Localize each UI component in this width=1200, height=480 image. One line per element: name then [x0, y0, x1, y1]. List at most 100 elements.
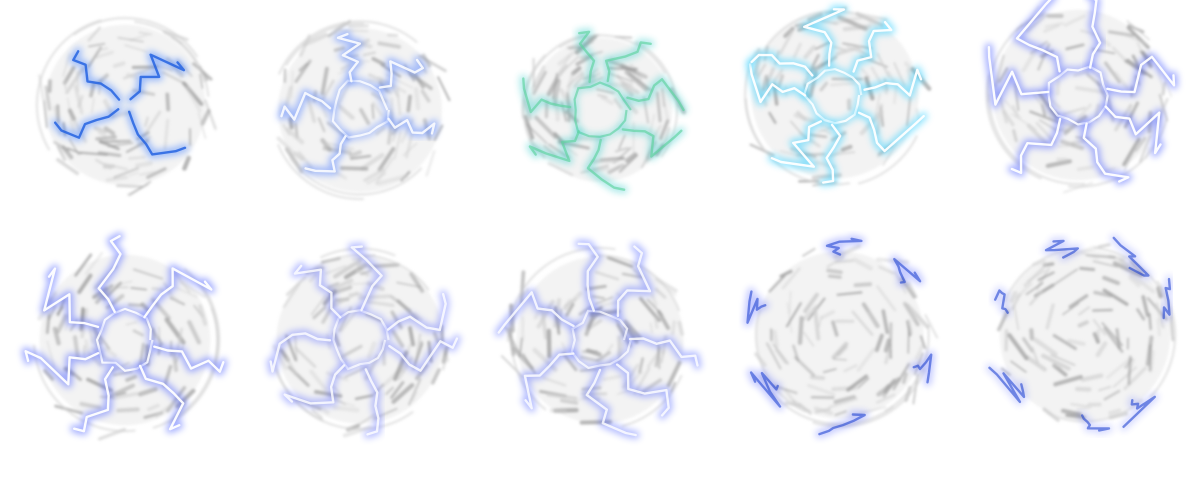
- lightning-bolt: [618, 125, 686, 161]
- sprite-frame-5: [968, 0, 1188, 205]
- lightning-bolt: [1159, 275, 1174, 322]
- lightning-bolt: [583, 136, 629, 194]
- lightning-bolt: [855, 108, 928, 155]
- lightning-bolt: [623, 75, 688, 114]
- lightning-bolts: [266, 242, 461, 439]
- lightning-bolts: [985, 233, 1174, 435]
- lightning-bolts: [519, 27, 688, 194]
- lightning-bolt: [626, 334, 702, 370]
- lightning-bolt: [40, 264, 102, 331]
- sprite-frame-7: [250, 230, 470, 450]
- lightning-bolt: [1119, 392, 1159, 431]
- lightning-bolt: [277, 89, 335, 124]
- lightning-bolts: [277, 30, 439, 176]
- lightning-bolt: [890, 255, 925, 287]
- lightning-bolt: [1109, 233, 1153, 280]
- storm-cloud: [754, 244, 939, 428]
- sprite-frame-2: [250, 0, 470, 220]
- lightning-bolt: [375, 56, 427, 92]
- storm-frame-5-graphic: [984, 0, 1178, 194]
- lightning-bolt: [334, 30, 364, 86]
- sprite-frame-4: [725, 0, 945, 205]
- lightning-bolt: [126, 50, 188, 104]
- lightning-bolt: [361, 365, 383, 439]
- storm-frame-1-graphic: [35, 17, 217, 197]
- lightning-bolt: [800, 5, 848, 70]
- lightning-bolt: [985, 363, 1028, 406]
- lightning-bolt: [290, 261, 345, 322]
- lightning-bolt: [150, 342, 228, 376]
- storm-frame-10-graphic: [985, 233, 1177, 435]
- lightning-bolt: [525, 127, 583, 165]
- lightning-bolt: [909, 350, 936, 387]
- lightning-bolt: [384, 290, 450, 334]
- lightning-bolt: [849, 18, 896, 76]
- lightning-bolt: [602, 38, 655, 85]
- energy-ring: [329, 77, 393, 142]
- storm-cloud: [521, 33, 687, 182]
- storm-cloud: [997, 243, 1177, 423]
- storm-cloud: [985, 5, 1173, 194]
- lightning-bolt: [385, 334, 461, 375]
- lightning-bolts: [984, 0, 1178, 186]
- lightning-bolts: [494, 239, 702, 439]
- lightning-bolt: [69, 47, 124, 104]
- lightning-bolt: [1101, 102, 1165, 157]
- lightning-bolt: [94, 232, 125, 316]
- lightning-bolt: [860, 65, 925, 100]
- lightning-bolt: [384, 114, 439, 138]
- lightning-bolt: [575, 27, 598, 86]
- sprite-frame-6: [15, 230, 235, 450]
- lightning-bolt: [743, 287, 770, 327]
- storm-frame-8-graphic: [494, 239, 702, 439]
- lightning-bolt: [823, 234, 866, 259]
- lightning-bolt: [746, 60, 809, 106]
- sprite-frame-9: [730, 225, 950, 445]
- lightning-bolt: [1079, 119, 1133, 186]
- lightning-bolt: [280, 361, 349, 408]
- energy-ring: [567, 307, 635, 372]
- lightning-bolt: [519, 74, 575, 116]
- lightning-bolt: [70, 363, 117, 436]
- storm-cloud: [35, 17, 217, 197]
- lightning-bolts: [743, 234, 936, 439]
- sprite-frame-10: [975, 225, 1195, 445]
- lightning-bolt: [1078, 411, 1113, 435]
- lightning-bolt: [140, 264, 216, 322]
- storm-frame-6-graphic: [21, 232, 228, 441]
- storm-frame-3-graphic: [519, 27, 688, 194]
- lightning-bolt: [574, 239, 602, 315]
- storm-frame-2-graphic: [276, 20, 451, 200]
- sprite-frame-8: [490, 230, 710, 450]
- lightning-bolt: [494, 288, 578, 337]
- lightning-bolt: [767, 117, 825, 171]
- lightning-bolt: [613, 360, 673, 420]
- lightning-bolt: [582, 366, 640, 439]
- lightning-bolt: [815, 410, 869, 439]
- lightning-bolt: [747, 51, 817, 80]
- lightning-bolt: [21, 347, 103, 389]
- lightning-bolts: [746, 5, 928, 187]
- lightning-bolt: [136, 361, 188, 434]
- lightning-bolt: [613, 242, 654, 320]
- lightning-bolt: [1086, 0, 1105, 72]
- sprite-frame-1: [15, 0, 235, 215]
- lightning-bolt: [266, 329, 334, 376]
- lightning-bolts: [21, 232, 228, 436]
- storm-cloud: [276, 20, 451, 200]
- storm-frame-4-graphic: [744, 5, 932, 187]
- lightning-bolt: [1103, 52, 1178, 97]
- lightning-bolt: [347, 242, 386, 314]
- storm-frame-7-graphic: [266, 242, 461, 439]
- sprite-frame-3: [490, 0, 710, 220]
- lightning-bolt: [984, 43, 1053, 109]
- lightning-bolt: [747, 368, 784, 411]
- lightning-bolt: [520, 349, 578, 413]
- storm-frame-9-graphic: [743, 234, 939, 439]
- lightning-bolt: [51, 105, 123, 142]
- energy-ring: [571, 78, 634, 141]
- lightning-bolts: [51, 47, 189, 159]
- lightning-bolt: [1013, 0, 1064, 76]
- lightning-bolt: [301, 132, 350, 176]
